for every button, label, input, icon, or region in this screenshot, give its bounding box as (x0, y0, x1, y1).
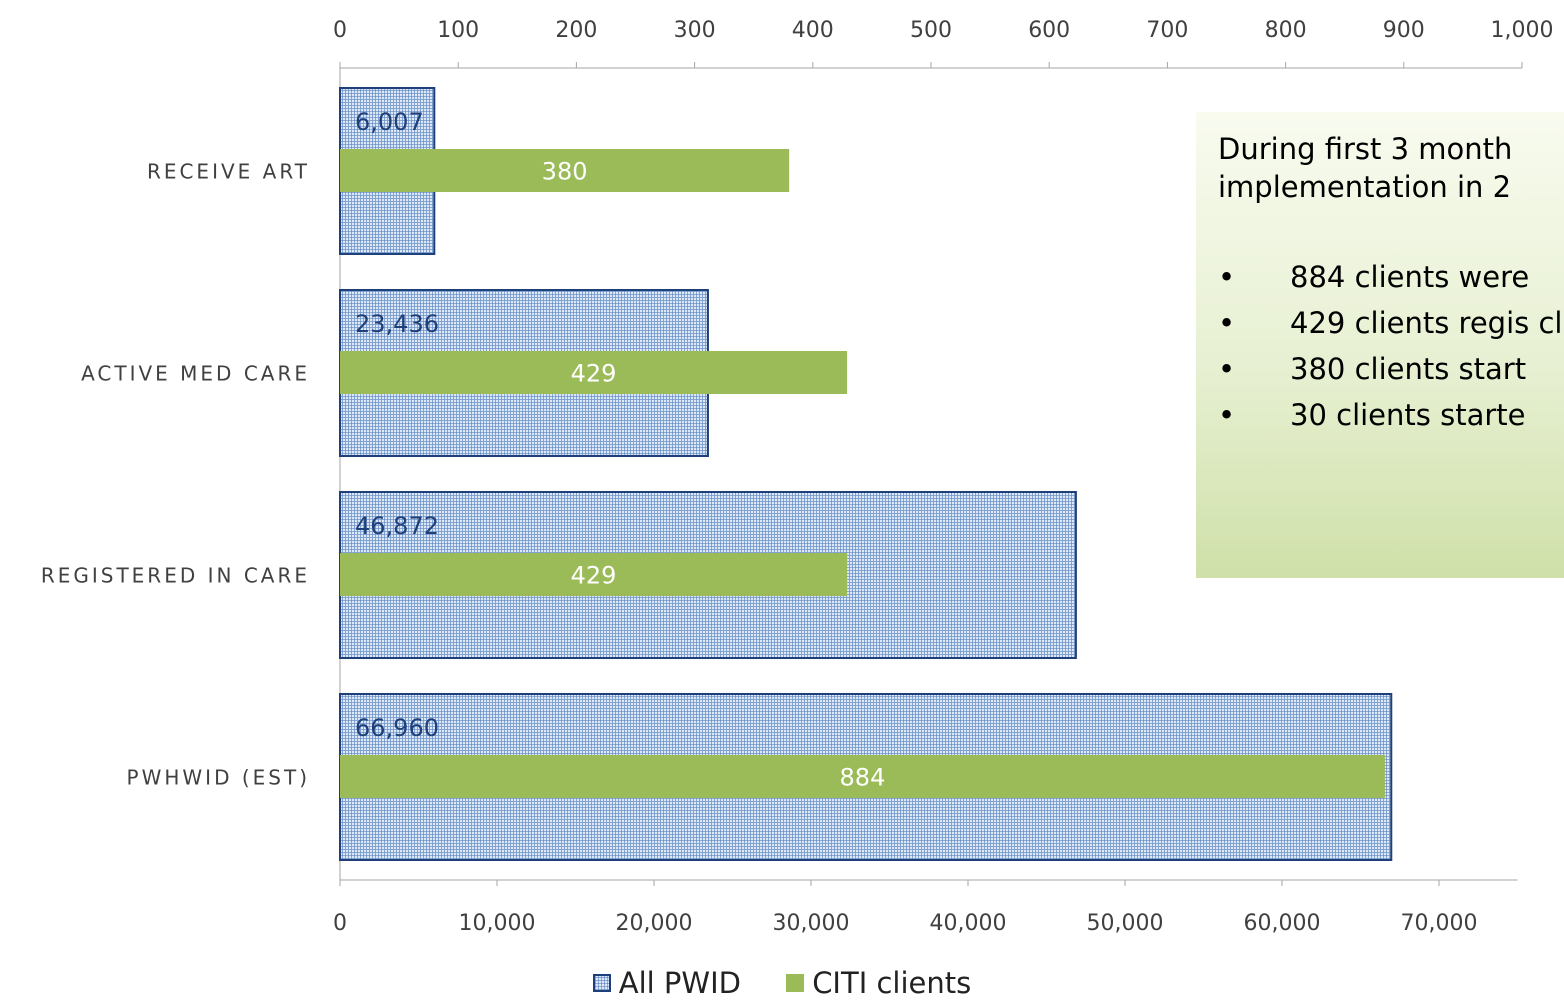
bottom-axis-tick-label: 50,000 (1087, 911, 1164, 936)
bullet-icon: • (1218, 398, 1236, 432)
axes: 0 100 200 300 400 500 600 700 800 900 1,000 0 10,000… (333, 18, 1553, 936)
data-label-all-pwid: 6,007 (355, 108, 424, 136)
top-axis-tick-label: 100 (437, 18, 479, 43)
legend-item-citi-clients: CITI clients (786, 966, 971, 1000)
callout-item: • 429 clients regis clinics (1218, 304, 1564, 342)
callout-item: • 30 clients starte (1218, 396, 1564, 434)
bar-citi-clients (340, 553, 848, 596)
callout-item-text: 380 clients start (1290, 352, 1527, 386)
callout-item-text: 429 clients regis clinics (1290, 306, 1564, 340)
top-axis-tick-label: 900 (1383, 18, 1425, 43)
top-axis-tick-label: 200 (555, 18, 597, 43)
bottom-axis-tick-label: 70,000 (1401, 911, 1478, 936)
legend: All PWID CITI clients (0, 965, 1564, 1000)
data-label-all-pwid: 46,872 (355, 512, 439, 540)
data-label-citi-clients: 429 (571, 360, 617, 388)
callout-box: During first 3 month implementation in 2… (1196, 112, 1564, 578)
category-label: REGISTERED IN CARE (41, 564, 310, 588)
bar-citi-clients (340, 351, 848, 394)
callout-lead-line-2: implementation in 2 (1218, 170, 1512, 204)
callout-item-text: 30 clients starte (1290, 398, 1526, 432)
top-axis-tick-label: 300 (674, 18, 716, 43)
top-axis-tick-label: 600 (1028, 18, 1070, 43)
top-axis-tick-label: 500 (910, 18, 952, 43)
callout-item: • 884 clients were (1218, 258, 1564, 296)
data-label-citi-clients: 884 (840, 764, 886, 792)
bar-citi-clients (340, 149, 790, 192)
bottom-axis-tick-label: 0 (333, 911, 347, 936)
category-label: PWHWID (EST) (127, 766, 310, 790)
bottom-axis-tick-label: 20,000 (616, 911, 693, 936)
bar-citi-clients (340, 755, 1385, 798)
top-axis-tick-label: 400 (792, 18, 834, 43)
labels: RECEIVE ART 6,007 380 ACTIVE MED CARE 23,436… (41, 108, 886, 792)
legend-item-all-pwid: All PWID (592, 966, 741, 1000)
bottom-axis-tick-label: 10,000 (459, 911, 536, 936)
data-label-all-pwid: 66,960 (355, 714, 439, 742)
bottom-axis-tick-label: 30,000 (773, 911, 850, 936)
bottom-axis-tick-label: 40,000 (930, 911, 1007, 936)
top-axis-tick-label: 1,000 (1491, 18, 1554, 43)
top-axis-tick-label: 800 (1265, 18, 1307, 43)
data-label-citi-clients: 380 (542, 158, 588, 186)
legend-swatch-citi-clients (786, 974, 805, 992)
category-label: RECEIVE ART (147, 160, 310, 184)
legend-label: All PWID (618, 966, 741, 1000)
bullet-icon: • (1218, 352, 1236, 386)
bullet-icon: • (1218, 306, 1236, 340)
top-axis-tick-label: 0 (333, 18, 347, 43)
legend-label: CITI clients (812, 966, 972, 1000)
callout-list: • 884 clients were • 429 clients regis c… (1218, 258, 1564, 434)
bars (339, 87, 1393, 861)
top-axis-tick-label: 700 (1146, 18, 1188, 43)
bullet-icon: • (1218, 260, 1236, 294)
category-label: ACTIVE MED CARE (81, 362, 310, 386)
legend-swatch-all-pwid (592, 974, 611, 992)
callout-item: • 380 clients start (1218, 350, 1564, 388)
callout-lead-line-1: During first 3 month (1218, 132, 1513, 166)
data-label-all-pwid: 23,436 (355, 310, 439, 338)
data-label-citi-clients: 429 (571, 562, 617, 590)
bottom-axis-tick-label: 60,000 (1244, 911, 1321, 936)
callout-item-text: 884 clients were (1290, 260, 1530, 294)
